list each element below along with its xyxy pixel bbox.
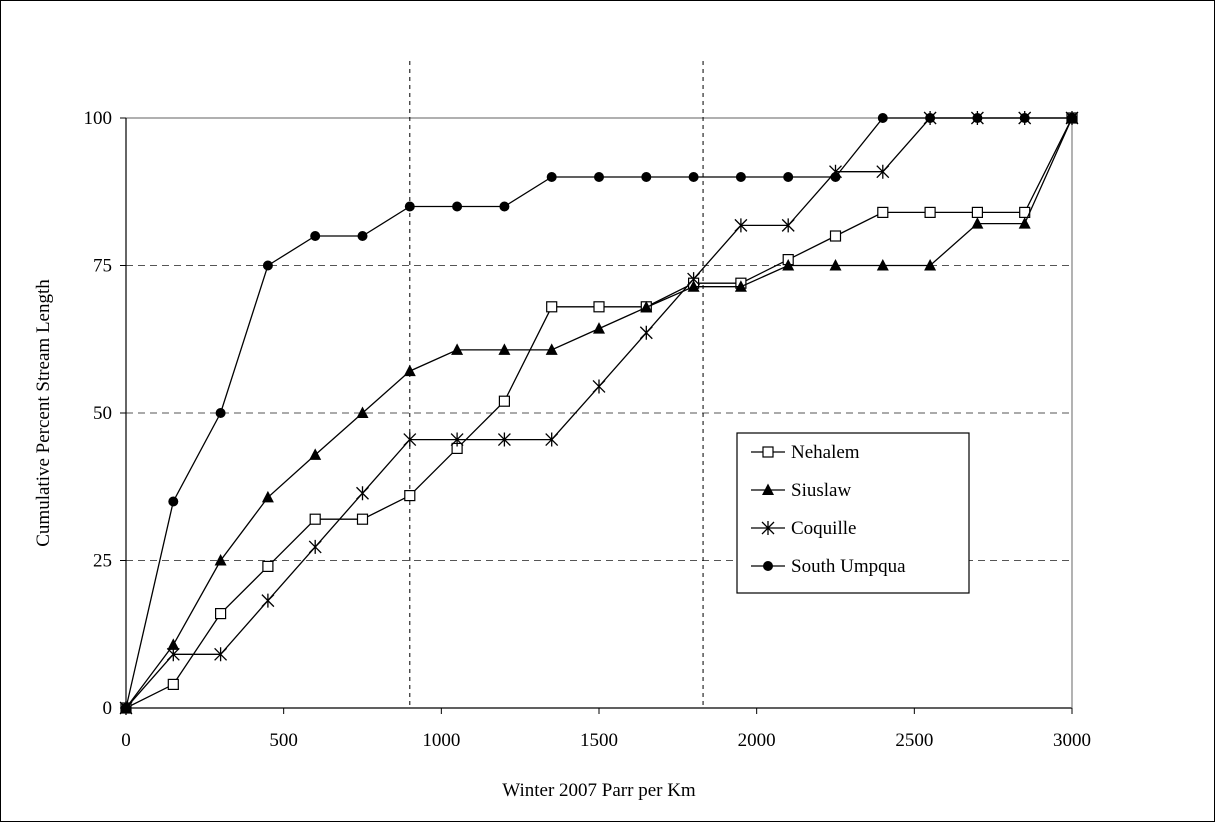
data-point-coquille-13 <box>734 218 748 233</box>
data-point-siuslaw-11 <box>640 300 653 313</box>
data-point-south-umpqua-15 <box>830 172 841 182</box>
x-axis-title: Winter 2007 Parr per Km <box>502 780 696 801</box>
x-tick-label-3000: 3000 <box>1053 730 1091 751</box>
y-tick-label-0: 0 <box>103 698 113 719</box>
series-coquille <box>119 111 1079 715</box>
y-tick-label-100: 100 <box>84 108 113 129</box>
data-point-south-umpqua-16 <box>877 113 888 123</box>
x-tick-label-500: 500 <box>269 730 298 751</box>
data-point-nehalem-4 <box>309 513 321 525</box>
series-south-umpqua <box>121 113 1077 713</box>
series-layer <box>119 111 1079 715</box>
data-point-south-umpqua-6 <box>404 201 415 212</box>
data-point-south-umpqua-9 <box>546 172 557 182</box>
data-point-coquille-9 <box>545 432 559 447</box>
legend: Nehalem Siuslaw Coquille South Umpqua <box>736 432 970 594</box>
legend-marker-south-umpqua <box>763 561 773 571</box>
y-tick-label-75: 75 <box>93 256 112 277</box>
data-point-south-umpqua-2 <box>215 408 226 418</box>
data-point-south-umpqua-13 <box>735 172 746 182</box>
data-point-siuslaw-10 <box>593 322 605 334</box>
x-tick-label-0: 0 <box>121 730 131 751</box>
y-axis-title: Cumulative Percent Stream Length <box>33 279 54 547</box>
data-point-south-umpqua-18 <box>972 113 983 123</box>
data-point-coquille-7 <box>450 432 464 447</box>
data-point-siuslaw-9 <box>545 343 558 355</box>
legend-marker-coquille <box>761 521 775 535</box>
legend-label-siuslaw: Siuslaw <box>791 480 851 501</box>
data-point-nehalem-5 <box>356 513 369 525</box>
legend-marker-siuslaw <box>762 483 774 495</box>
series-siuslaw <box>120 111 1078 713</box>
data-point-siuslaw-8 <box>498 343 511 355</box>
data-point-south-umpqua-5 <box>357 231 368 241</box>
data-point-coquille-1 <box>166 647 180 662</box>
data-point-nehalem-9 <box>546 301 558 313</box>
data-point-siuslaw-17 <box>924 259 937 271</box>
data-point-south-umpqua-19 <box>1019 113 1030 123</box>
data-point-south-umpqua-0 <box>121 703 131 713</box>
data-point-coquille-16 <box>876 164 890 179</box>
y-tick-label-25: 25 <box>93 551 112 572</box>
data-point-nehalem-2 <box>215 607 227 620</box>
data-point-south-umpqua-20 <box>1067 113 1077 123</box>
data-point-siuslaw-18 <box>971 217 984 229</box>
data-point-nehalem-3 <box>262 560 274 573</box>
data-point-nehalem-6 <box>404 490 416 502</box>
data-point-nehalem-15 <box>829 230 842 242</box>
data-point-south-umpqua-4 <box>310 231 321 241</box>
data-point-siuslaw-3 <box>261 490 274 503</box>
data-point-siuslaw-5 <box>356 406 369 418</box>
data-point-siuslaw-16 <box>876 259 889 271</box>
legend-marker-nehalem <box>762 446 774 458</box>
data-point-coquille-14 <box>781 218 795 233</box>
data-point-south-umpqua-12 <box>688 172 699 182</box>
data-point-nehalem-16 <box>877 206 889 218</box>
data-point-south-umpqua-1 <box>168 496 179 507</box>
data-point-coquille-6 <box>403 432 417 447</box>
data-point-siuslaw-14 <box>782 259 795 271</box>
data-point-siuslaw-15 <box>829 259 842 271</box>
data-point-south-umpqua-3 <box>262 260 273 271</box>
data-point-coquille-10 <box>592 379 606 394</box>
data-point-south-umpqua-7 <box>452 201 463 212</box>
data-point-coquille-4 <box>308 539 322 554</box>
data-point-coquille-2 <box>214 647 228 662</box>
data-point-coquille-12 <box>687 272 701 287</box>
x-tick-label-2000: 2000 <box>738 730 776 751</box>
data-point-south-umpqua-10 <box>594 172 604 182</box>
data-point-nehalem-8 <box>498 395 510 407</box>
data-point-siuslaw-2 <box>214 554 227 566</box>
data-point-coquille-8 <box>497 432 511 447</box>
x-tick-label-1500: 1500 <box>580 730 618 751</box>
data-point-siuslaw-1 <box>167 638 180 650</box>
data-point-siuslaw-6 <box>403 364 416 377</box>
data-point-south-umpqua-17 <box>925 113 936 123</box>
data-point-nehalem-10 <box>593 301 605 313</box>
grid-layer <box>126 61 1072 708</box>
x-tick-label-2500: 2500 <box>895 730 933 751</box>
data-point-coquille-3 <box>261 593 275 608</box>
data-point-south-umpqua-14 <box>783 172 794 182</box>
legend-label-south-umpqua: South Umpqua <box>791 556 906 577</box>
legend-label-coquille: Coquille <box>791 518 856 539</box>
legend-label-nehalem: Nehalem <box>791 442 860 463</box>
data-point-siuslaw-13 <box>734 280 747 292</box>
data-point-nehalem-1 <box>167 678 179 691</box>
data-point-coquille-11 <box>639 325 653 340</box>
data-point-coquille-5 <box>356 486 369 501</box>
data-point-siuslaw-19 <box>1018 217 1031 229</box>
data-point-south-umpqua-11 <box>641 172 652 182</box>
data-point-siuslaw-4 <box>309 448 322 460</box>
data-point-nehalem-18 <box>971 206 984 218</box>
x-tick-label-1000: 1000 <box>422 730 460 751</box>
y-tick-label-50: 50 <box>93 403 112 424</box>
data-point-nehalem-17 <box>924 206 936 218</box>
data-point-south-umpqua-8 <box>499 201 510 212</box>
data-point-siuslaw-7 <box>451 343 464 355</box>
